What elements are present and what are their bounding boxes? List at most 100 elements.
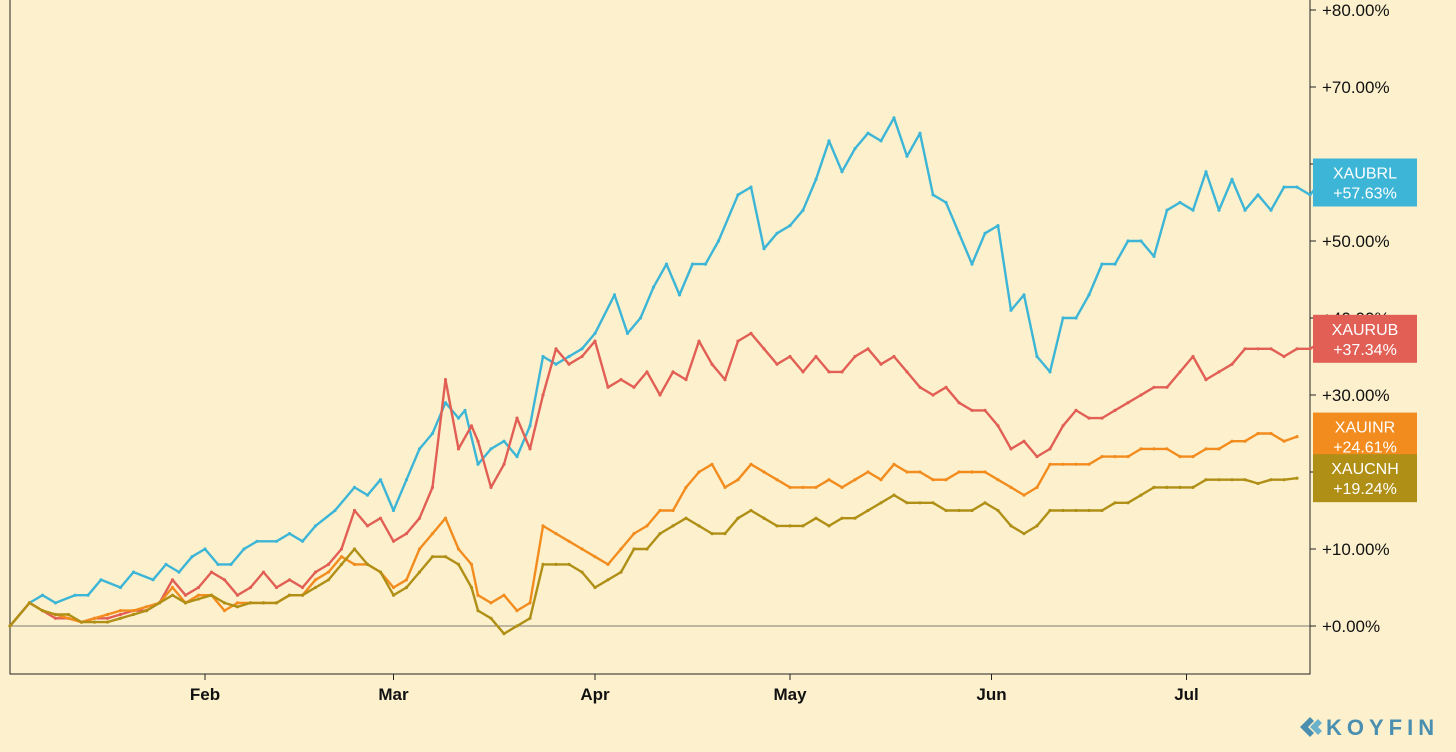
data-point xyxy=(1217,208,1221,212)
data-point xyxy=(619,570,623,574)
data-point xyxy=(957,401,961,405)
data-point xyxy=(658,532,662,536)
data-point xyxy=(736,193,740,197)
tag-series-name: XAUBRL xyxy=(1333,165,1397,182)
series-line xyxy=(9,432,1298,627)
data-point xyxy=(1256,193,1260,197)
data-point xyxy=(1087,416,1091,420)
data-point xyxy=(209,593,214,597)
data-point xyxy=(515,455,519,459)
tag-xauinr: XAUINR +24.61% xyxy=(1313,412,1417,461)
data-point xyxy=(1243,347,1247,351)
data-point xyxy=(827,139,831,143)
data-point xyxy=(502,462,506,466)
data-point xyxy=(255,539,259,543)
data-point xyxy=(1126,239,1130,243)
data-point xyxy=(567,362,571,366)
series-line xyxy=(9,477,1298,635)
data-point xyxy=(1126,501,1130,505)
x-tick-label: Apr xyxy=(580,685,610,704)
data-point xyxy=(1269,478,1273,482)
data-point xyxy=(957,508,961,513)
data-point xyxy=(456,447,461,451)
data-point xyxy=(326,570,331,574)
data-point xyxy=(736,516,740,520)
data-point xyxy=(892,354,896,359)
data-point xyxy=(66,612,71,617)
data-point xyxy=(944,385,948,389)
data-point xyxy=(274,539,279,543)
data-point xyxy=(612,293,617,297)
data-point xyxy=(697,339,701,343)
data-point xyxy=(931,393,935,397)
data-point xyxy=(1061,316,1065,320)
data-point xyxy=(716,239,721,243)
tag-box xyxy=(1313,314,1417,363)
x-tick-label: May xyxy=(773,685,807,704)
data-point xyxy=(196,585,201,590)
data-point xyxy=(996,424,1000,428)
data-point xyxy=(170,593,175,597)
data-point xyxy=(879,478,883,482)
data-point xyxy=(866,470,870,474)
data-point xyxy=(105,620,110,624)
data-point xyxy=(313,585,318,590)
data-point xyxy=(131,570,136,574)
data-point xyxy=(1152,385,1156,389)
data-point xyxy=(814,177,818,181)
data-point xyxy=(1074,408,1078,412)
data-point xyxy=(1295,435,1299,439)
data-point xyxy=(1048,508,1052,513)
data-point xyxy=(918,470,922,474)
data-point xyxy=(489,616,493,620)
data-point xyxy=(632,385,636,389)
data-point xyxy=(1282,185,1286,189)
data-point xyxy=(118,609,123,613)
x-tick-label: Feb xyxy=(190,685,220,704)
data-point xyxy=(996,478,1000,482)
data-point xyxy=(1256,347,1260,351)
data-point xyxy=(177,570,181,574)
data-point xyxy=(1087,293,1091,297)
data-point xyxy=(40,593,45,597)
data-point xyxy=(1178,455,1182,459)
data-point xyxy=(788,485,792,489)
tag-series-value: +37.34% xyxy=(1333,342,1397,359)
data-point xyxy=(710,532,714,536)
data-point xyxy=(157,601,162,605)
data-point xyxy=(840,170,844,174)
data-point xyxy=(118,585,123,590)
data-point xyxy=(970,408,974,412)
data-point xyxy=(1243,208,1247,212)
data-point xyxy=(99,578,103,582)
data-point xyxy=(1308,193,1312,197)
data-point xyxy=(1178,370,1182,374)
data-point xyxy=(801,370,805,374)
plot-frame xyxy=(9,0,1311,675)
data-point xyxy=(515,416,519,420)
data-point xyxy=(248,585,253,590)
data-point xyxy=(918,501,922,505)
data-point xyxy=(1022,493,1026,497)
data-point xyxy=(658,393,662,397)
data-point xyxy=(118,616,123,620)
data-point xyxy=(593,339,597,343)
data-point xyxy=(417,570,422,574)
data-point xyxy=(1035,354,1039,359)
data-point xyxy=(723,485,727,489)
data-point xyxy=(339,547,344,551)
data-point xyxy=(996,224,1000,228)
data-point xyxy=(1282,439,1286,443)
data-point xyxy=(1126,455,1130,459)
tag-box xyxy=(1313,412,1417,461)
data-point xyxy=(170,578,175,582)
data-point xyxy=(736,339,740,343)
data-point xyxy=(476,609,480,613)
data-point xyxy=(677,293,682,297)
x-tick-label: Jul xyxy=(1174,685,1199,704)
data-point xyxy=(1165,385,1169,389)
data-point xyxy=(1139,393,1143,397)
data-point xyxy=(352,547,357,551)
data-point xyxy=(749,462,753,466)
